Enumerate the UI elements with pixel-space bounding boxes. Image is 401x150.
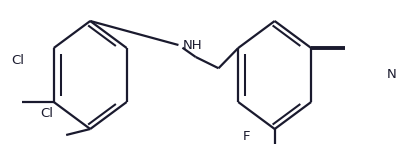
Text: N: N [387, 68, 397, 81]
Text: F: F [243, 130, 250, 143]
Text: Cl: Cl [40, 107, 53, 120]
Text: Cl: Cl [11, 54, 24, 66]
Text: NH: NH [182, 39, 202, 52]
